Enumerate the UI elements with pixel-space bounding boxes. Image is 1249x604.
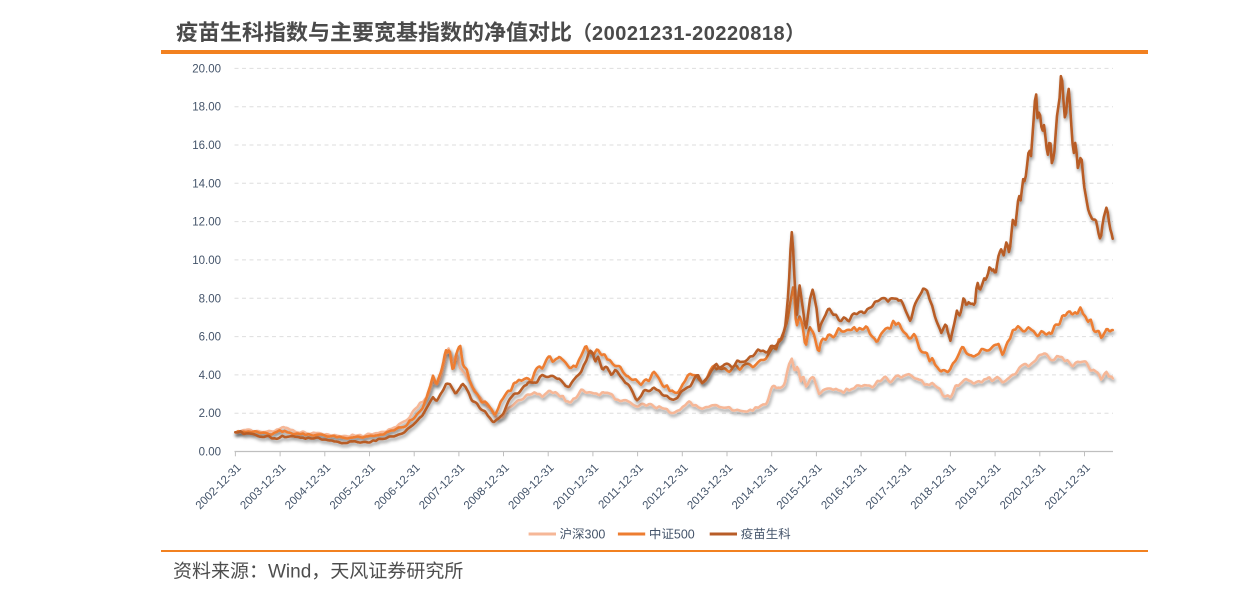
svg-text:2006-12-31: 2006-12-31 — [373, 462, 423, 512]
svg-text:2005-12-31: 2005-12-31 — [328, 462, 378, 512]
svg-text:10.00: 10.00 — [192, 255, 221, 267]
svg-text:500: 500 — [674, 527, 695, 541]
svg-text:300: 300 — [585, 527, 606, 541]
svg-text:2020-12-31: 2020-12-31 — [998, 462, 1048, 512]
svg-text:2011-12-31: 2011-12-31 — [597, 462, 646, 511]
svg-text:14.00: 14.00 — [192, 178, 221, 190]
svg-text:2018-12-31: 2018-12-31 — [909, 462, 959, 512]
svg-text:20021231-20220818: 20021231-20220818 — [592, 23, 785, 45]
svg-text:2016-12-31: 2016-12-31 — [819, 462, 869, 512]
svg-text:2003-12-31: 2003-12-31 — [238, 462, 288, 512]
svg-text:20.00: 20.00 — [192, 63, 221, 75]
svg-text:0.00: 0.00 — [199, 447, 221, 459]
svg-text:2007-12-31: 2007-12-31 — [417, 462, 467, 512]
svg-text:2013-12-31: 2013-12-31 — [685, 462, 735, 512]
svg-text:2019-12-31: 2019-12-31 — [953, 462, 1003, 512]
svg-text:6.00: 6.00 — [199, 332, 221, 344]
svg-text:2017-12-31: 2017-12-31 — [864, 462, 914, 512]
svg-text:Wind: Wind — [268, 562, 311, 583]
svg-text:2002-12-31: 2002-12-31 — [194, 462, 244, 512]
svg-text:2010-12-31: 2010-12-31 — [551, 462, 601, 512]
svg-text:2.00: 2.00 — [199, 408, 221, 420]
svg-text:4.00: 4.00 — [199, 370, 221, 382]
svg-text:2014-12-31: 2014-12-31 — [730, 462, 780, 512]
svg-text:2021-12-31: 2021-12-31 — [1043, 462, 1093, 512]
svg-text:2015-12-31: 2015-12-31 — [775, 462, 825, 512]
svg-text:2004-12-31: 2004-12-31 — [283, 462, 333, 512]
svg-text:16.00: 16.00 — [192, 140, 221, 152]
svg-text:2009-12-31: 2009-12-31 — [507, 462, 557, 512]
svg-text:12.00: 12.00 — [192, 217, 221, 229]
svg-text:8.00: 8.00 — [199, 293, 221, 305]
svg-text:2012-12-31: 2012-12-31 — [641, 462, 691, 512]
svg-text:18.00: 18.00 — [192, 102, 221, 114]
svg-text:2008-12-31: 2008-12-31 — [462, 462, 512, 512]
